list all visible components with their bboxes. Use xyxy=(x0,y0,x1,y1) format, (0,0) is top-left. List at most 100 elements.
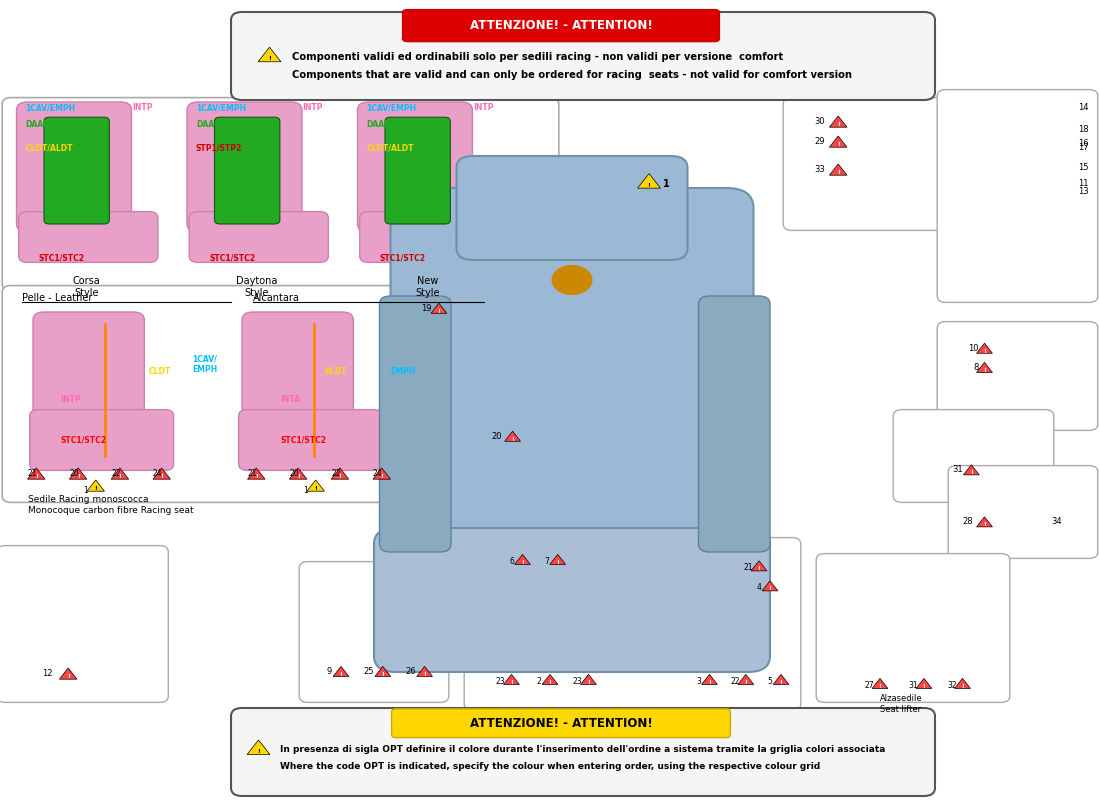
Text: 21: 21 xyxy=(744,563,752,573)
Text: 17: 17 xyxy=(1078,143,1089,153)
Text: 22: 22 xyxy=(331,469,341,478)
Text: 11: 11 xyxy=(1078,179,1089,189)
Text: !: ! xyxy=(257,749,260,754)
FancyBboxPatch shape xyxy=(937,322,1098,430)
Text: !: ! xyxy=(837,170,839,175)
Text: STP1/STP2: STP1/STP2 xyxy=(196,143,242,153)
FancyBboxPatch shape xyxy=(415,418,542,494)
Text: 18: 18 xyxy=(1078,125,1089,134)
Text: !: ! xyxy=(119,474,121,479)
FancyBboxPatch shape xyxy=(214,118,279,224)
Text: New
Style: New Style xyxy=(415,276,440,298)
Text: 1CAV/
EMPH: 1CAV/ EMPH xyxy=(192,354,218,374)
Text: STC1/STC2: STC1/STC2 xyxy=(379,253,426,262)
Text: Where the code OPT is indicated, specify the colour when entering order, using t: Where the code OPT is indicated, specify… xyxy=(280,762,821,771)
Text: !: ! xyxy=(780,680,782,685)
Text: 31: 31 xyxy=(909,681,918,690)
Text: !: ! xyxy=(315,486,317,491)
Polygon shape xyxy=(542,674,558,685)
Text: 23: 23 xyxy=(496,677,505,686)
Text: 32: 32 xyxy=(947,681,957,690)
FancyBboxPatch shape xyxy=(0,546,168,702)
FancyBboxPatch shape xyxy=(231,708,935,796)
FancyBboxPatch shape xyxy=(33,312,144,448)
FancyBboxPatch shape xyxy=(374,528,770,672)
Polygon shape xyxy=(373,468,390,479)
FancyBboxPatch shape xyxy=(358,102,473,232)
Text: CLDT: CLDT xyxy=(148,367,170,377)
Text: !: ! xyxy=(983,522,986,527)
Text: PARTS
DIAGRAM: PARTS DIAGRAM xyxy=(444,308,700,492)
Text: 10: 10 xyxy=(968,343,979,353)
Text: !: ! xyxy=(758,566,760,571)
Text: 1CAV/EMPH: 1CAV/EMPH xyxy=(196,103,246,113)
Text: Corsa
Style: Corsa Style xyxy=(73,276,100,298)
Text: !: ! xyxy=(268,56,271,61)
Text: !: ! xyxy=(549,680,551,685)
Polygon shape xyxy=(738,674,754,685)
Text: Components that are valid and can only be ordered for racing  seats - not valid : Components that are valid and can only b… xyxy=(292,70,851,80)
Text: !: ! xyxy=(67,674,69,679)
Text: 23: 23 xyxy=(573,677,582,686)
FancyBboxPatch shape xyxy=(390,188,754,644)
Polygon shape xyxy=(504,674,519,685)
Text: STC1/STC2: STC1/STC2 xyxy=(209,253,255,262)
Text: 3: 3 xyxy=(696,677,701,686)
Text: 26: 26 xyxy=(405,667,416,677)
Text: !: ! xyxy=(521,560,524,565)
Text: !: ! xyxy=(382,672,384,677)
Polygon shape xyxy=(248,468,265,479)
Polygon shape xyxy=(248,740,270,754)
FancyBboxPatch shape xyxy=(360,211,499,262)
Text: 24: 24 xyxy=(373,469,383,478)
FancyBboxPatch shape xyxy=(392,709,730,738)
Text: 9: 9 xyxy=(327,667,332,677)
FancyBboxPatch shape xyxy=(189,211,328,262)
Text: 1: 1 xyxy=(663,179,670,189)
Text: !: ! xyxy=(769,586,771,591)
Text: ALDT: ALDT xyxy=(324,367,346,377)
Text: CLDT/ALDT: CLDT/ALDT xyxy=(25,143,73,153)
FancyBboxPatch shape xyxy=(16,102,132,232)
Text: Componenti validi ed ordinabili solo per sedili racing - non validi per versione: Componenti validi ed ordinabili solo per… xyxy=(292,52,783,62)
Polygon shape xyxy=(977,517,992,527)
Text: Daytona
Style: Daytona Style xyxy=(236,276,277,298)
Polygon shape xyxy=(581,674,596,685)
Polygon shape xyxy=(773,674,789,685)
FancyBboxPatch shape xyxy=(30,410,174,470)
Text: !: ! xyxy=(923,684,925,689)
Text: !: ! xyxy=(424,672,426,677)
Text: 29: 29 xyxy=(814,137,825,146)
FancyBboxPatch shape xyxy=(242,312,353,448)
Text: !: ! xyxy=(879,684,881,689)
Polygon shape xyxy=(638,174,660,188)
Circle shape xyxy=(552,266,592,294)
Text: 1CAV/EMPH: 1CAV/EMPH xyxy=(366,103,417,113)
Polygon shape xyxy=(28,468,45,479)
Text: !: ! xyxy=(587,680,590,685)
Polygon shape xyxy=(829,136,847,147)
FancyBboxPatch shape xyxy=(783,98,955,230)
Polygon shape xyxy=(916,678,932,689)
Polygon shape xyxy=(431,303,447,314)
Text: !: ! xyxy=(35,474,37,479)
FancyBboxPatch shape xyxy=(403,10,719,42)
Text: 20: 20 xyxy=(289,469,299,478)
Polygon shape xyxy=(417,666,432,677)
Polygon shape xyxy=(702,674,717,685)
Text: 15: 15 xyxy=(1078,163,1089,173)
Text: 16: 16 xyxy=(1078,139,1089,149)
Text: 21: 21 xyxy=(248,469,257,478)
Text: !: ! xyxy=(970,470,972,475)
Polygon shape xyxy=(87,480,104,491)
Text: DAAL/DUAL: DAAL/DUAL xyxy=(25,119,74,129)
Text: !: ! xyxy=(381,474,383,479)
Polygon shape xyxy=(69,468,87,479)
Polygon shape xyxy=(977,343,992,354)
Text: 28: 28 xyxy=(962,517,974,526)
Text: Alzasedile
Seat lifter: Alzasedile Seat lifter xyxy=(880,694,923,714)
Text: !: ! xyxy=(708,680,711,685)
Text: 1: 1 xyxy=(84,486,88,495)
FancyBboxPatch shape xyxy=(187,102,301,232)
Text: EMPH: EMPH xyxy=(390,367,416,377)
